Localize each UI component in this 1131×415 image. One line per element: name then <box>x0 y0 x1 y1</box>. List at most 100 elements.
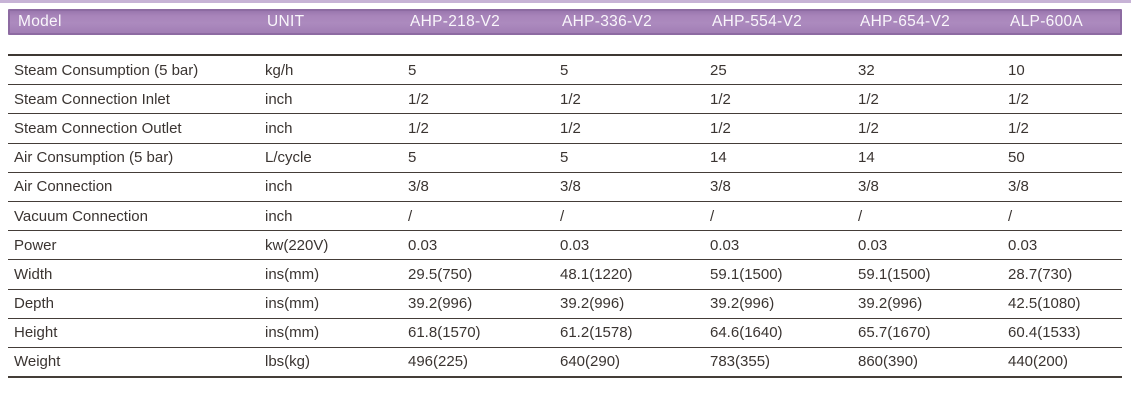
row-label: Steam Connection Inlet <box>14 90 170 108</box>
cell-value: 0.03 <box>710 236 740 254</box>
row-unit: ins(mm) <box>265 295 320 313</box>
cell-value: 440(200) <box>1008 353 1069 371</box>
row-unit: lbs(kg) <box>265 353 311 371</box>
cell-value: 10 <box>1008 61 1025 79</box>
cell-value: / <box>408 207 413 225</box>
row-unit: kg/h <box>265 61 294 79</box>
row-label: Weight <box>14 353 61 371</box>
cell-value: 60.4(1533) <box>1008 324 1081 342</box>
cell-value: 65.7(1670) <box>858 324 931 342</box>
row-unit: ins(mm) <box>265 324 320 342</box>
cell-value: 0.03 <box>858 236 888 254</box>
cell-value: 640(290) <box>560 353 621 371</box>
row-label: Air Connection <box>14 178 113 196</box>
row-label: Depth <box>14 295 55 313</box>
cell-value: 1/2 <box>560 119 581 137</box>
row-unit: inch <box>265 207 293 225</box>
cell-value: 496(225) <box>408 353 469 371</box>
cell-value: 5 <box>408 149 417 167</box>
table-row: Air Consumption (5 bar) L/cycle 5 5 14 14 50 <box>8 142 1122 172</box>
row-unit: inch <box>265 178 293 196</box>
cell-value: 1/2 <box>560 90 581 108</box>
cell-value: 39.2(996) <box>408 295 473 313</box>
cell-value: 5 <box>560 149 569 167</box>
spec-table: Model UNIT AHP-218-V2 AHP-336-V2 AHP-554… <box>8 9 1122 379</box>
cell-value: 3/8 <box>858 178 879 196</box>
cell-value: 64.6(1640) <box>710 324 783 342</box>
table-row: Weight lbs(kg) 496(225) 640(290) 783(355) 860… <box>8 346 1122 377</box>
cell-value: 32 <box>858 61 875 79</box>
column-header-alp-600a: ALP-600A <box>1010 13 1084 30</box>
cell-value: 39.2(996) <box>710 295 775 313</box>
cell-value: 50 <box>1008 149 1025 167</box>
table-row: Power kw(220V) 0.03 0.03 0.03 0.03 0.03 <box>8 230 1122 260</box>
column-header-ahp-218-v2: AHP-218-V2 <box>410 13 501 30</box>
column-header-unit: UNIT <box>267 13 305 30</box>
table-row: Vacuum Connection inch / / / / / <box>8 200 1122 231</box>
table-body: Steam Consumption (5 bar) kg/h 5 5 25 32 10 Ste… <box>8 54 1122 379</box>
column-header-ahp-336-v2: AHP-336-V2 <box>562 13 653 30</box>
cell-value: 1/2 <box>710 119 731 137</box>
row-label: Width <box>14 265 53 283</box>
cell-value: 1/2 <box>1008 90 1029 108</box>
cell-value: 61.2(1578) <box>560 324 633 342</box>
table-header-row: Model UNIT AHP-218-V2 AHP-336-V2 AHP-554… <box>8 9 1122 35</box>
table-row: Steam Consumption (5 bar) kg/h 5 5 25 32 10 <box>8 54 1122 85</box>
cell-value: 3/8 <box>408 178 429 196</box>
table-row: Air Connection inch 3/8 3/8 3/8 3/8 3/8 <box>8 171 1122 201</box>
cell-value: 42.5(1080) <box>1008 295 1081 313</box>
table-row: Width ins(mm) 29.5(750) 48.1(1220) 59.1(1500… <box>8 259 1122 289</box>
cell-value: 14 <box>710 149 727 167</box>
cell-value: 1/2 <box>858 119 879 137</box>
row-unit: inch <box>265 90 293 108</box>
cell-value: 25 <box>710 61 727 79</box>
cell-value: / <box>560 207 565 225</box>
table-row: Height ins(mm) 61.8(1570) 61.2(1578) 64.6(16… <box>8 317 1122 347</box>
row-label: Vacuum Connection <box>14 207 148 225</box>
cell-value: 1/2 <box>408 90 429 108</box>
row-label: Steam Consumption (5 bar) <box>14 61 199 79</box>
cell-value: 0.03 <box>408 236 438 254</box>
cell-value: 1/2 <box>1008 119 1029 137</box>
cell-value: 0.03 <box>1008 236 1038 254</box>
cell-value: 59.1(1500) <box>858 265 931 283</box>
cell-value: 39.2(996) <box>858 295 923 313</box>
cell-value: 1/2 <box>858 90 879 108</box>
cell-value: 783(355) <box>710 353 771 371</box>
cell-value: 61.8(1570) <box>408 324 481 342</box>
row-unit: L/cycle <box>265 149 312 167</box>
table-row: Steam Connection Outlet inch 1/2 1/2 1/2 1/2 1… <box>8 113 1122 143</box>
table-row: Steam Connection Inlet inch 1/2 1/2 1/2 1/2 1/… <box>8 84 1122 114</box>
cell-value: 39.2(996) <box>560 295 625 313</box>
row-unit: kw(220V) <box>265 236 329 254</box>
cell-value: 3/8 <box>710 178 731 196</box>
top-accent-rule <box>0 0 1131 3</box>
cell-value: / <box>1008 207 1013 225</box>
cell-value: 3/8 <box>560 178 581 196</box>
cell-value: / <box>858 207 863 225</box>
cell-value: 3/8 <box>1008 178 1029 196</box>
cell-value: 1/2 <box>408 119 429 137</box>
cell-value: 28.7(730) <box>1008 265 1073 283</box>
cell-value: 5 <box>560 61 569 79</box>
cell-value: 48.1(1220) <box>560 265 633 283</box>
cell-value: 0.03 <box>560 236 590 254</box>
row-label: Air Consumption (5 bar) <box>14 149 174 167</box>
column-header-model: Model <box>18 13 62 30</box>
cell-value: 14 <box>858 149 875 167</box>
cell-value: 1/2 <box>710 90 731 108</box>
table-row: Depth ins(mm) 39.2(996) 39.2(996) 39.2(996) 3… <box>8 288 1122 318</box>
cell-value: / <box>710 207 715 225</box>
row-unit: inch <box>265 119 293 137</box>
column-header-ahp-554-v2: AHP-554-V2 <box>712 13 803 30</box>
column-header-ahp-654-v2: AHP-654-V2 <box>860 13 951 30</box>
row-label: Power <box>14 236 57 254</box>
cell-value: 5 <box>408 61 417 79</box>
cell-value: 860(390) <box>858 353 919 371</box>
row-label: Height <box>14 324 58 342</box>
row-label: Steam Connection Outlet <box>14 119 182 137</box>
cell-value: 29.5(750) <box>408 265 473 283</box>
cell-value: 59.1(1500) <box>710 265 783 283</box>
row-unit: ins(mm) <box>265 265 320 283</box>
